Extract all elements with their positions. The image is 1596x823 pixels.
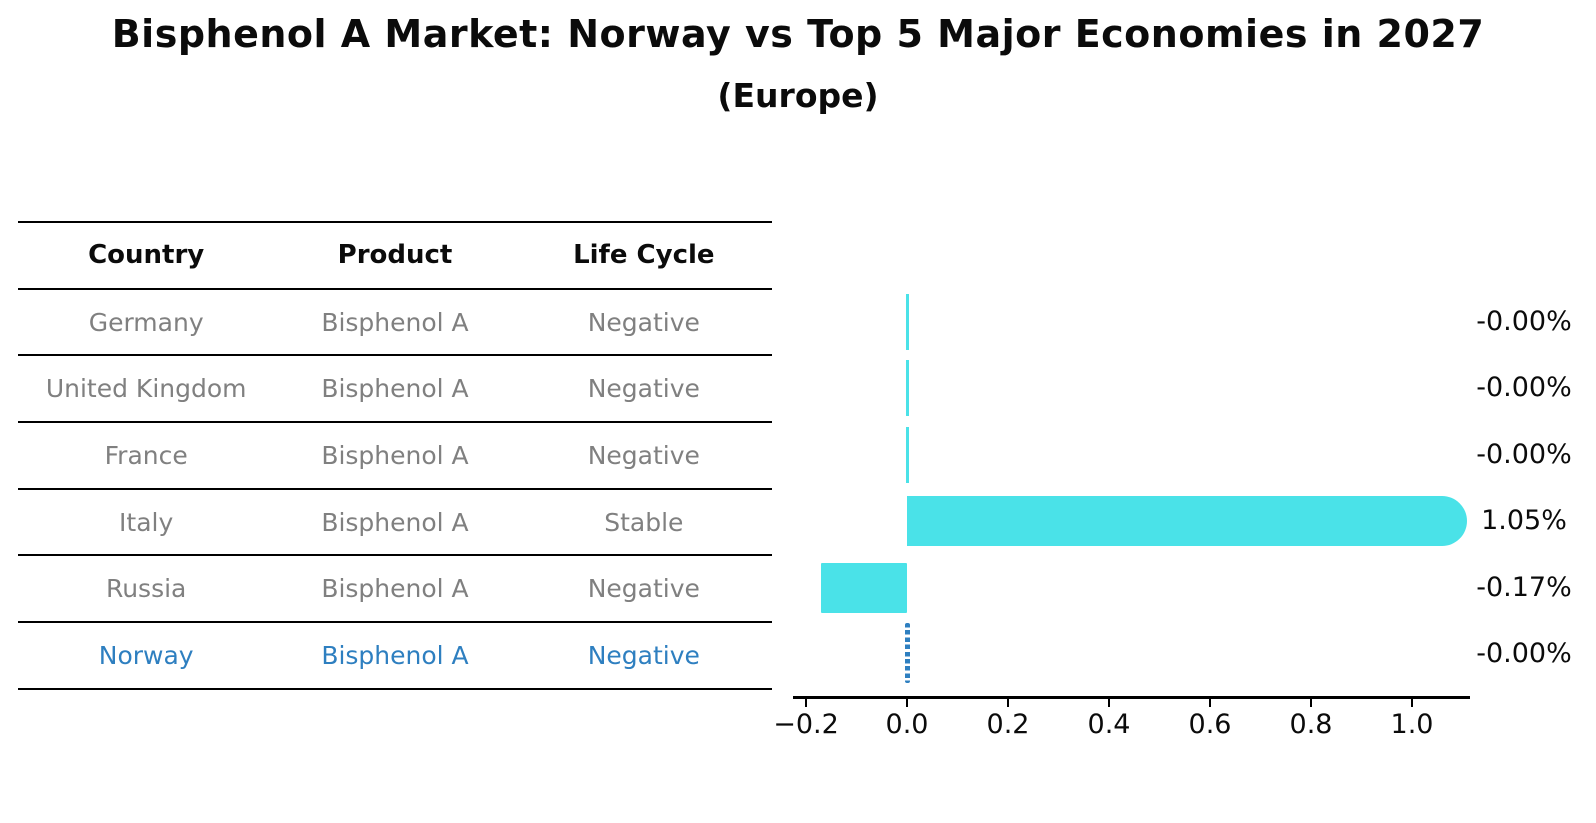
- bar-france: [905, 427, 909, 483]
- lifecycle-cell: Negative: [587, 440, 700, 470]
- x-axis-tick-label: 0.2: [986, 709, 1030, 740]
- x-axis-tick-label: 0.0: [885, 709, 929, 740]
- column-header-product: Product: [337, 240, 453, 271]
- country-cell: United Kingdom: [45, 374, 247, 404]
- chart-subtitle: (Europe): [717, 76, 879, 115]
- x-axis-tick-label: 1.0: [1390, 709, 1434, 740]
- chart-title: Bisphenol A Market: Norway vs Top 5 Majo…: [111, 12, 1485, 56]
- product-cell: Bisphenol A: [321, 374, 469, 404]
- x-axis-tick: [1208, 699, 1212, 707]
- table-header-row: Country Product Life Cycle: [18, 223, 772, 290]
- column-header-country: Country: [88, 240, 205, 271]
- country-cell: Germany: [88, 307, 204, 337]
- lifecycle-cell: Negative: [587, 307, 700, 337]
- table-row: Germany Bisphenol A Negative: [18, 290, 772, 357]
- country-cell: France: [104, 440, 188, 470]
- lifecycle-cell: Negative: [587, 574, 700, 604]
- column-header-lifecycle: Life Cycle: [573, 240, 715, 271]
- country-cell: Russia: [105, 574, 187, 604]
- value-label-russia: -0.17%: [1476, 572, 1572, 603]
- lifecycle-cell: Stable: [604, 507, 684, 537]
- plot-area: −0.2 0.0 0.2 0.4 0.6 0.8 1.0: [773, 289, 1470, 740]
- value-label-united-kingdom: -0.00%: [1476, 372, 1572, 403]
- bar-norway: [905, 623, 910, 683]
- table-row: France Bisphenol A Negative: [18, 423, 772, 490]
- product-cell: Bisphenol A: [321, 440, 469, 470]
- lifecycle-cell: Negative: [587, 374, 700, 404]
- x-axis-tick-label: 0.8: [1289, 709, 1333, 740]
- x-axis-tick: [804, 699, 808, 707]
- x-axis-tick-label: −0.2: [773, 709, 839, 740]
- x-axis-tick: [1309, 699, 1313, 707]
- product-cell: Bisphenol A: [321, 307, 469, 337]
- value-label-italy: 1.05%: [1481, 505, 1567, 536]
- x-axis-tick: [1107, 699, 1111, 707]
- lifecycle-cell: Negative: [587, 640, 700, 670]
- table-row: Russia Bisphenol A Negative: [18, 556, 772, 624]
- product-cell: Bisphenol A: [321, 640, 469, 670]
- x-axis-tick-label: 0.6: [1188, 709, 1232, 740]
- bar-italy: [907, 496, 1468, 546]
- table-row-norway: Norway Bisphenol A Negative: [18, 623, 772, 690]
- x-axis-tick: [1410, 699, 1414, 707]
- x-axis-tick: [905, 699, 909, 707]
- country-cell: Norway: [98, 640, 194, 670]
- table-row: United Kingdom Bisphenol A Negative: [18, 356, 772, 424]
- bar-russia: [821, 563, 907, 613]
- value-label-norway: -0.00%: [1476, 638, 1572, 669]
- x-axis-tick: [1006, 699, 1010, 707]
- product-cell: Bisphenol A: [321, 507, 469, 537]
- product-cell: Bisphenol A: [321, 574, 469, 604]
- table-row: Italy Bisphenol A Stable: [18, 490, 772, 557]
- bar-germany: [905, 294, 909, 350]
- value-label-france: -0.00%: [1476, 439, 1572, 470]
- country-cell: Italy: [119, 507, 174, 537]
- value-label-germany: -0.00%: [1476, 306, 1572, 337]
- country-table: Country Product Life Cycle Germany Bisph…: [18, 221, 772, 690]
- x-axis-tick-label: 0.4: [1087, 709, 1131, 740]
- bar-united-kingdom: [905, 360, 909, 416]
